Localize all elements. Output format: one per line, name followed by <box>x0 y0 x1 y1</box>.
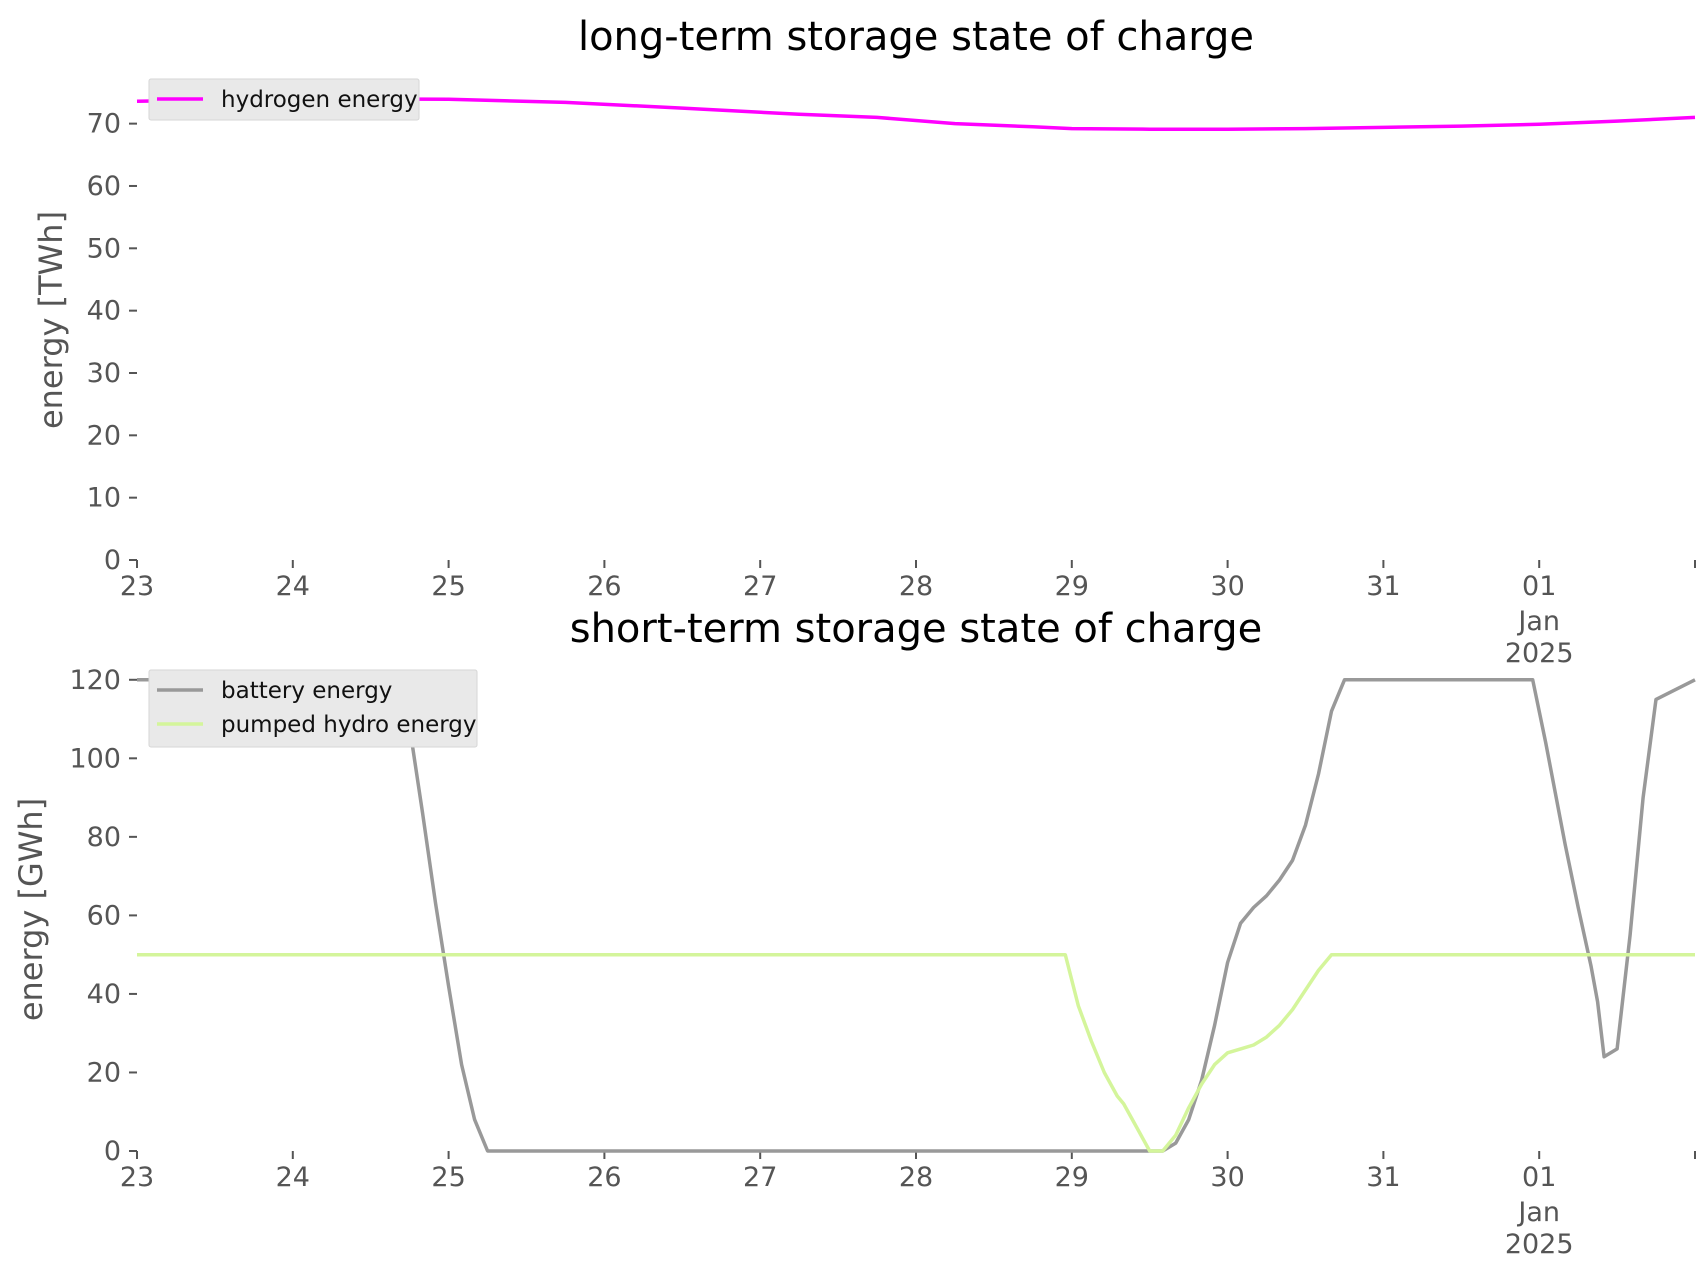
x-tick-label: 28 <box>899 1162 933 1193</box>
x-tick-sublabel: 2025 <box>1505 638 1574 669</box>
y-tick-label: 20 <box>87 420 121 451</box>
x-tick-label: 26 <box>587 1162 621 1193</box>
y-tick-label: 40 <box>87 296 121 327</box>
x-tick-label: 01 <box>1522 571 1556 602</box>
x-tick-label: 29 <box>1055 571 1089 602</box>
x-tick-label: 23 <box>120 1162 154 1193</box>
x-tick-label: 29 <box>1055 1162 1089 1193</box>
x-tick-sublabel: Jan <box>1516 606 1560 637</box>
chart-title: long-term storage state of charge <box>578 14 1254 60</box>
legend-box <box>148 669 478 748</box>
x-tick-label: 30 <box>1210 571 1244 602</box>
x-tick-label: 25 <box>431 571 465 602</box>
x-tick-label: 28 <box>899 571 933 602</box>
x-tick-label: 25 <box>431 1162 465 1193</box>
y-tick-label: 70 <box>87 109 121 140</box>
y-tick-label: 30 <box>87 358 121 389</box>
series-line-1-1 <box>136 96 1696 131</box>
y-tick-label: 10 <box>87 483 121 514</box>
chart-panel-2: short-term storage state of charge energy… <box>12 606 1696 1260</box>
x-tick-label: 30 <box>1210 1162 1244 1193</box>
series-line-2-2 <box>137 952 1695 1153</box>
legend: battery energy pumped hydro energy <box>148 669 478 748</box>
x-tick-sublabel: Jan <box>1516 1197 1560 1228</box>
x-tick-label: 24 <box>276 1162 310 1193</box>
y-tick-label: 20 <box>87 1057 121 1088</box>
y-axis-label: energy [TWh] <box>32 211 70 429</box>
x-tick-label: 31 <box>1366 571 1400 602</box>
y-tick-label: 0 <box>104 1136 121 1167</box>
y-tick-label: 60 <box>87 900 121 931</box>
x-tick-label: 23 <box>120 571 154 602</box>
x-tick-label: 24 <box>276 571 310 602</box>
x-tick-label: 31 <box>1366 1162 1400 1193</box>
x-tick-sublabel: 2025 <box>1505 1229 1574 1260</box>
x-tick-label: 27 <box>743 571 777 602</box>
series-line-2-1 <box>137 678 1696 1153</box>
legend-box <box>148 78 420 121</box>
chart-panel-1: long-term storage state of charge energy … <box>32 14 1696 669</box>
chart-title: short-term storage state of charge <box>570 606 1263 652</box>
x-tick-label: 26 <box>587 571 621 602</box>
x-tick-label: 27 <box>743 1162 777 1193</box>
y-tick-label: 100 <box>69 743 121 774</box>
y-tick-label: 40 <box>87 979 121 1010</box>
legend-entry: hydrogen energy <box>221 87 418 113</box>
legend-entry: pumped hydro energy <box>221 712 477 738</box>
y-tick-label: 120 <box>69 665 121 696</box>
y-tick-label: 60 <box>87 171 121 202</box>
legend-entry: battery energy <box>221 678 392 704</box>
legend: hydrogen energy <box>148 78 420 121</box>
y-axis-label: energy [GWh] <box>12 798 50 1021</box>
y-tick-label: 0 <box>104 545 121 576</box>
y-tick-label: 50 <box>87 233 121 264</box>
y-tick-label: 80 <box>87 822 121 853</box>
x-tick-label: 01 <box>1522 1162 1556 1193</box>
